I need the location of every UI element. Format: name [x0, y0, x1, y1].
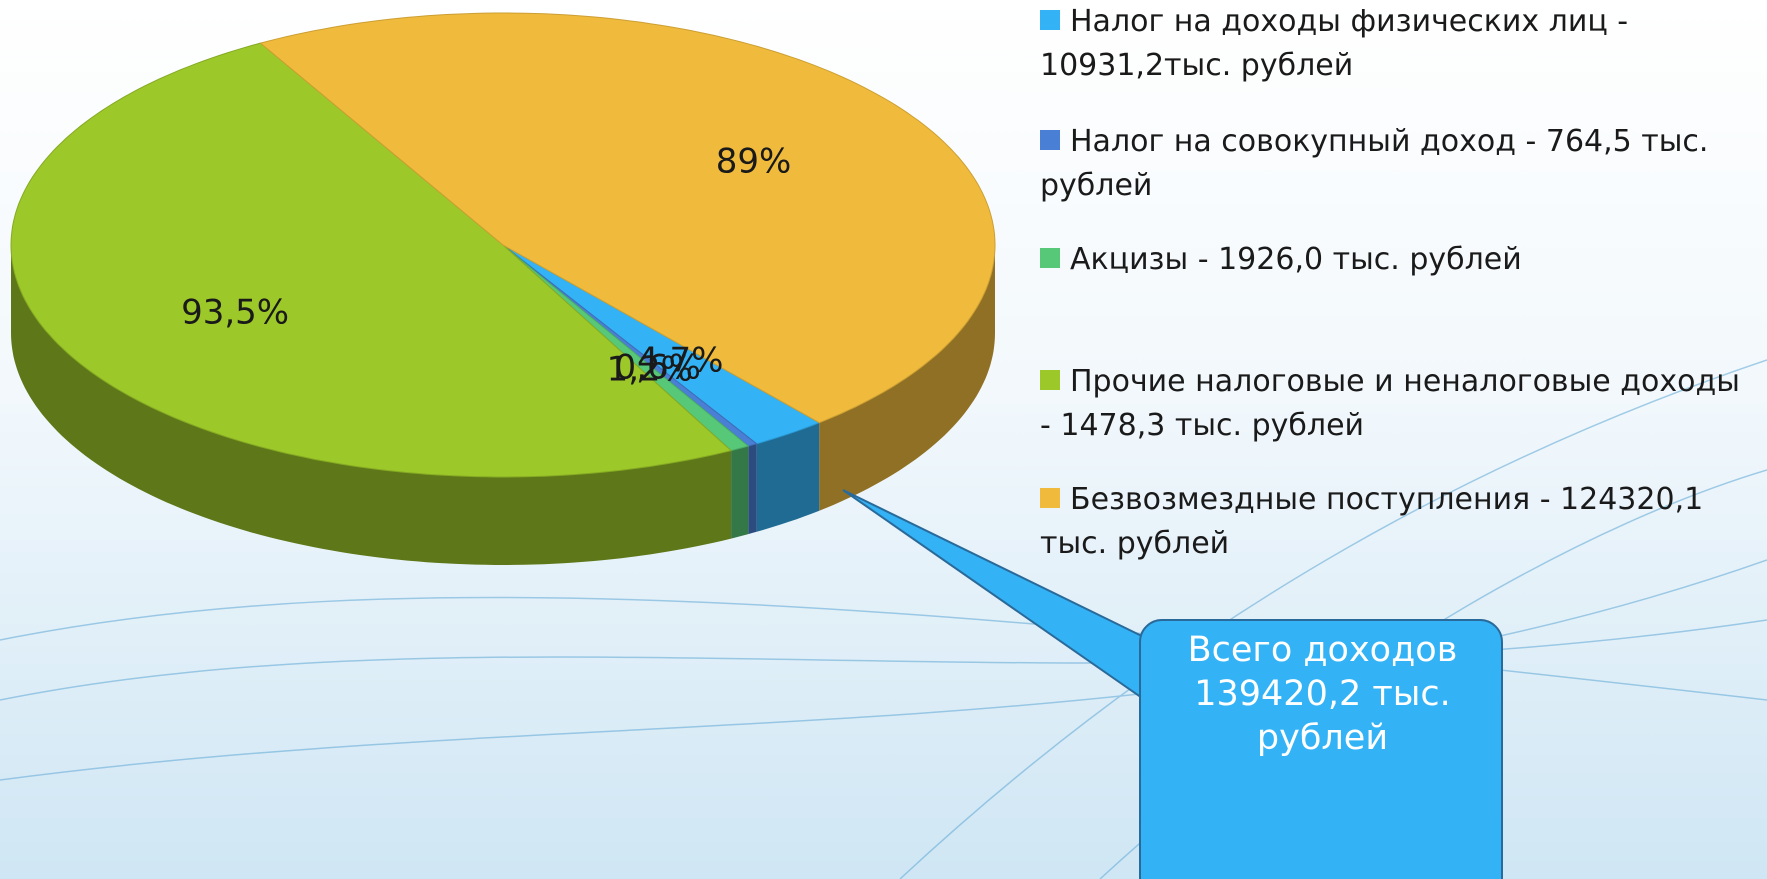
slice — [502, 244, 821, 445]
data-label: 1,2% — [607, 350, 693, 390]
callout — [842, 489, 1503, 879]
legend-swatch — [1040, 10, 1060, 30]
data-label: 89% — [716, 141, 792, 181]
legend-label: Прочие налоговые и неналоговые доходы - … — [1040, 364, 1740, 443]
legend-item: Прочие налоговые и неналоговые доходы - … — [1040, 360, 1760, 448]
legend-label: Налог на доходы физических лиц - 10931,2… — [1040, 4, 1629, 83]
slice — [10, 42, 733, 478]
legend-swatch — [1040, 370, 1060, 390]
pie: 4,7%0,6%1,2% 93,5% 89% — [10, 12, 996, 565]
legend-swatch — [1040, 130, 1060, 150]
slice-side — [756, 422, 820, 532]
legend-swatch — [1040, 488, 1060, 508]
slice-side — [748, 443, 757, 535]
data-label: 93,5% — [181, 292, 289, 332]
legend-item: Налог на совокупный доход - 764,5 тыс. р… — [1040, 120, 1760, 208]
callout-text: Всего доходов 139420,2 тыс. рублей — [1187, 630, 1458, 758]
data-label: 0,6% — [615, 347, 701, 387]
slice-side — [11, 245, 732, 565]
legend-label: Налог на совокупный доход - 764,5 тыс. р… — [1040, 124, 1709, 203]
slice — [259, 12, 996, 424]
data-label: 4,7% — [637, 341, 723, 381]
legend-item: Безвозмездные поступления - 124320,1 тыс… — [1040, 478, 1760, 566]
legend-item: Акцизы - 1926,0 тыс. рублей — [1040, 238, 1760, 282]
slice-side — [731, 446, 749, 539]
legend-label: Акцизы - 1926,0 тыс. рублей — [1070, 242, 1522, 277]
legend-label: Безвозмездные поступления - 124320,1 тыс… — [1040, 482, 1704, 561]
legend-item: Налог на доходы физических лиц - 10931,2… — [1040, 0, 1760, 88]
legend-swatch — [1040, 248, 1060, 268]
